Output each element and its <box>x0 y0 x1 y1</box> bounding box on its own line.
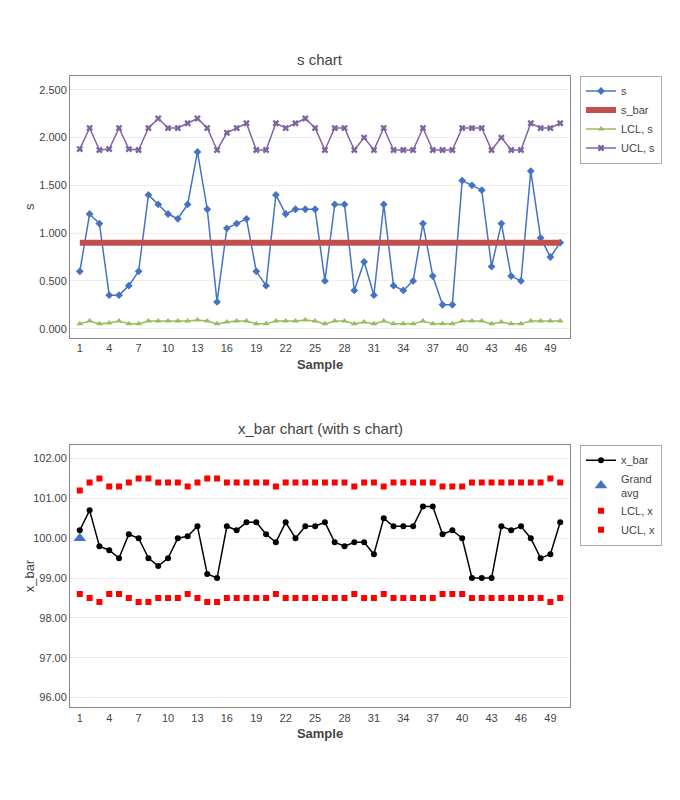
svg-text:0.000: 0.000 <box>39 323 67 335</box>
svg-text:13: 13 <box>191 712 203 724</box>
svg-text:4: 4 <box>106 342 112 354</box>
svg-text:16: 16 <box>221 342 233 354</box>
svg-text:37: 37 <box>427 712 439 724</box>
svg-text:x_bar chart (with s chart): x_bar chart (with s chart) <box>238 420 403 437</box>
svg-text:0.500: 0.500 <box>39 275 67 287</box>
svg-text:s chart: s chart <box>297 51 343 68</box>
svg-text:UCL, x: UCL, x <box>621 524 655 536</box>
svg-text:LCL, x: LCL, x <box>621 505 653 517</box>
svg-text:7: 7 <box>136 712 142 724</box>
svg-text:49: 49 <box>544 712 556 724</box>
svg-text:28: 28 <box>338 342 350 354</box>
svg-text:43: 43 <box>485 712 497 724</box>
svg-text:25: 25 <box>309 342 321 354</box>
svg-text:40: 40 <box>456 342 468 354</box>
svg-text:s_bar: s_bar <box>621 104 649 116</box>
svg-text:10: 10 <box>162 712 174 724</box>
svg-text:22: 22 <box>280 342 292 354</box>
svg-text:1: 1 <box>77 342 83 354</box>
svg-text:102.00: 102.00 <box>33 452 67 464</box>
svg-text:34: 34 <box>397 342 409 354</box>
svg-text:31: 31 <box>368 342 380 354</box>
svg-text:98.00: 98.00 <box>39 612 67 624</box>
svg-text:13: 13 <box>191 342 203 354</box>
svg-text:101.00: 101.00 <box>33 492 67 504</box>
svg-text:40: 40 <box>456 712 468 724</box>
svg-text:37: 37 <box>427 342 439 354</box>
svg-text:96.00: 96.00 <box>39 691 67 703</box>
svg-text:1: 1 <box>77 712 83 724</box>
svg-text:49: 49 <box>544 342 556 354</box>
svg-text:UCL, s: UCL, s <box>621 142 655 154</box>
svg-text:46: 46 <box>515 342 527 354</box>
svg-text:100.00: 100.00 <box>33 532 67 544</box>
svg-text:25: 25 <box>309 712 321 724</box>
svg-text:Sample: Sample <box>297 726 343 741</box>
svg-text:10: 10 <box>162 342 174 354</box>
svg-text:16: 16 <box>221 712 233 724</box>
svg-text:43: 43 <box>485 342 497 354</box>
svg-text:s: s <box>22 203 37 210</box>
svg-text:97.00: 97.00 <box>39 652 67 664</box>
svg-text:1.000: 1.000 <box>39 227 67 239</box>
svg-text:1.500: 1.500 <box>39 179 67 191</box>
svg-text:LCL, s: LCL, s <box>621 123 653 135</box>
svg-text:19: 19 <box>250 712 262 724</box>
svg-text:28: 28 <box>338 712 350 724</box>
svg-text:46: 46 <box>515 712 527 724</box>
svg-text:Grandavg: Grandavg <box>621 473 652 499</box>
svg-text:2.000: 2.000 <box>39 131 67 143</box>
svg-text:x_bar: x_bar <box>621 454 649 466</box>
svg-text:4: 4 <box>106 712 112 724</box>
svg-text:s: s <box>621 85 627 97</box>
svg-text:x_bar: x_bar <box>22 559 37 592</box>
svg-text:2.500: 2.500 <box>39 84 67 96</box>
svg-text:19: 19 <box>250 342 262 354</box>
svg-text:99.00: 99.00 <box>39 572 67 584</box>
svg-text:34: 34 <box>397 712 409 724</box>
svg-text:7: 7 <box>136 342 142 354</box>
svg-text:31: 31 <box>368 712 380 724</box>
svg-text:22: 22 <box>280 712 292 724</box>
svg-text:Sample: Sample <box>297 357 343 372</box>
